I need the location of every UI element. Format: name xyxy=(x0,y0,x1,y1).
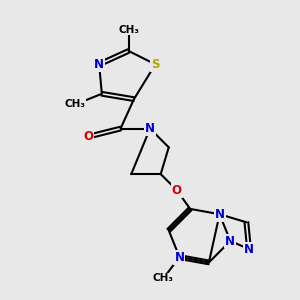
Text: N: N xyxy=(145,122,155,135)
Text: O: O xyxy=(172,184,182,197)
Text: CH₃: CH₃ xyxy=(118,25,139,34)
Text: N: N xyxy=(214,208,225,221)
Text: N: N xyxy=(94,58,104,71)
Text: N: N xyxy=(244,242,254,256)
Text: N: N xyxy=(174,250,184,264)
Text: CH₃: CH₃ xyxy=(153,274,174,284)
Text: O: O xyxy=(83,130,93,143)
Text: N: N xyxy=(225,235,235,248)
Text: CH₃: CH₃ xyxy=(64,100,86,110)
Text: S: S xyxy=(151,58,160,71)
